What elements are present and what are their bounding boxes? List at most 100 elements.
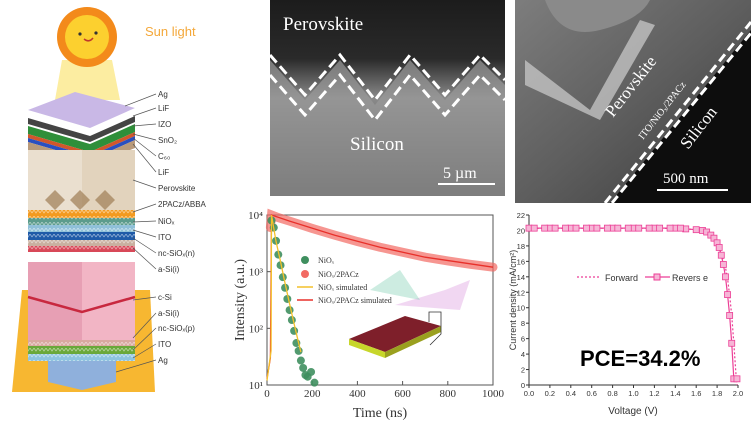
- x-tick-label: 0.4: [566, 389, 576, 398]
- y-tick-label: 0: [521, 381, 525, 390]
- layer-label: 2PACz/ABBA: [158, 200, 207, 209]
- y-tick-label: 10³: [249, 267, 264, 279]
- leader-line: [132, 237, 157, 254]
- layer-label: LiF: [158, 168, 169, 177]
- trpl-chart: 0 200 400 600 800 1000 10¹ 10² 10³ 10⁴ Time (ns) In…: [233, 208, 505, 421]
- legend-marker: [301, 270, 309, 278]
- leader-line: [132, 133, 157, 141]
- y-tick-label: 10: [517, 304, 525, 313]
- reverse-marker: [726, 312, 734, 319]
- sun-label: Sun light: [145, 24, 196, 39]
- nio-data-point: [299, 363, 308, 372]
- y-tick-label: 10²: [249, 323, 264, 335]
- leader-line: [132, 220, 157, 223]
- y-tick-label: 8: [521, 319, 525, 328]
- layer-label: c-Si: [158, 293, 172, 302]
- x-tick-label: 400: [349, 388, 366, 400]
- reverse-marker: [614, 224, 622, 232]
- leader-line: [132, 296, 157, 301]
- reverse-marker: [645, 224, 653, 232]
- legend-label: NiOₓ simulated: [318, 283, 367, 292]
- reverse-marker: [593, 224, 601, 232]
- reverse-marker: [724, 291, 731, 298]
- layer-label: IZO: [158, 120, 171, 129]
- nio-data-point: [285, 306, 294, 315]
- reverse-marker: [541, 224, 549, 232]
- x-tick-label: 600: [394, 388, 411, 400]
- reverse-marker: [719, 261, 727, 268]
- nio-data-point: [276, 261, 285, 270]
- series-nio-simulated: [266, 214, 302, 381]
- layer-label: nc-SiOₓ(p): [158, 324, 195, 333]
- sun-icon: [57, 7, 117, 67]
- y-tick-label: 4: [521, 350, 525, 359]
- sem-top-silicon-label: Silicon: [350, 134, 404, 155]
- pce-annotation: PCE=34.2%: [580, 346, 700, 371]
- x-axis-label: Voltage (V): [608, 406, 657, 417]
- x-tick-label: 1.0: [628, 389, 638, 398]
- device-diagram: Sun light Ag LiF IZO SnO₂ C₆₀ LiF Perovskite: [12, 7, 207, 392]
- reverse-marker: [656, 224, 664, 232]
- leader-line: [132, 123, 157, 127]
- x-tick-label: 0.8: [607, 389, 617, 398]
- layer-label: ITO: [158, 340, 171, 349]
- x-tick-label: 2.0: [733, 389, 743, 398]
- leader-line: [132, 143, 157, 173]
- x-tick-label: 0.6: [586, 389, 596, 398]
- nio-data-point: [296, 356, 305, 365]
- y-tick-label: 10¹: [249, 380, 263, 392]
- reverse-marker: [562, 224, 569, 232]
- layer-label: Ag: [158, 90, 168, 99]
- x-tick-label: 0.0: [524, 389, 534, 398]
- reverse-marker: [715, 244, 723, 251]
- reverse-marker: [572, 224, 580, 232]
- reverse-marker: [551, 224, 559, 232]
- legend: NiOₓ NiOₓ/2PACz NiOₓ simulated NiOₓ/2PACz s…: [297, 256, 392, 305]
- y-tick-label: 2: [521, 366, 525, 375]
- sem-image-top: Perovskite Silicon 5 µm: [268, 0, 507, 196]
- sample-inset: [349, 270, 470, 358]
- x-tick-label: 0: [264, 388, 270, 400]
- sunlight-beam: [55, 60, 120, 100]
- legend-marker: [653, 273, 661, 281]
- sem-top-scale-label: 5 µm: [443, 165, 477, 182]
- layer-label: LiF: [158, 104, 169, 113]
- layer-label: a-Si(i): [158, 265, 180, 274]
- reverse-marker: [733, 375, 741, 383]
- leader-line: [132, 312, 157, 339]
- legend-marker: [301, 256, 309, 264]
- nio-data-point: [274, 250, 283, 259]
- legend-label: NiOₓ: [318, 256, 335, 265]
- ag-back-contact: [48, 361, 116, 390]
- y-tick-label: 22: [517, 211, 525, 220]
- x-tick-label: 200: [304, 388, 321, 400]
- leader-line: [132, 137, 157, 157]
- layer-label: C₆₀: [158, 152, 170, 161]
- leader-line: [124, 93, 157, 107]
- reverse-marker: [666, 224, 674, 232]
- reverse-marker: [530, 224, 538, 232]
- y-axis-label: Intensity (a.u.): [233, 259, 248, 341]
- reverse-marker: [635, 224, 643, 232]
- legend-label: NiOₓ/2PACz: [318, 270, 359, 279]
- y-tick-label: 14: [517, 273, 525, 282]
- legend-label: Revers e: [672, 273, 708, 283]
- reverse-marker: [717, 251, 725, 259]
- leader-line: [132, 229, 157, 238]
- layer-label: Ag: [158, 356, 168, 365]
- x-tick-label: 1000: [482, 388, 505, 400]
- leader-line: [115, 359, 157, 373]
- leader-line: [132, 247, 157, 270]
- x-tick-label: 1.6: [691, 389, 701, 398]
- x-tick-label: 1.4: [670, 389, 680, 398]
- layer-label: a-Si(i): [158, 309, 180, 318]
- leader-line: [132, 107, 157, 117]
- reverse-marker: [728, 339, 736, 347]
- jv-chart: 0.0 0.2 0.4 0.6 0.8 1.0 1.2 1.4 1.6 1.8 2.0 0 2 4 6 8 10…: [508, 211, 743, 417]
- sem-side-scale-label: 500 nm: [663, 171, 709, 187]
- reverse-marker: [722, 273, 729, 281]
- y-axis-label: Current density (mA/cm²): [508, 250, 518, 351]
- reverse-marker: [583, 224, 590, 232]
- leader-line: [132, 327, 157, 351]
